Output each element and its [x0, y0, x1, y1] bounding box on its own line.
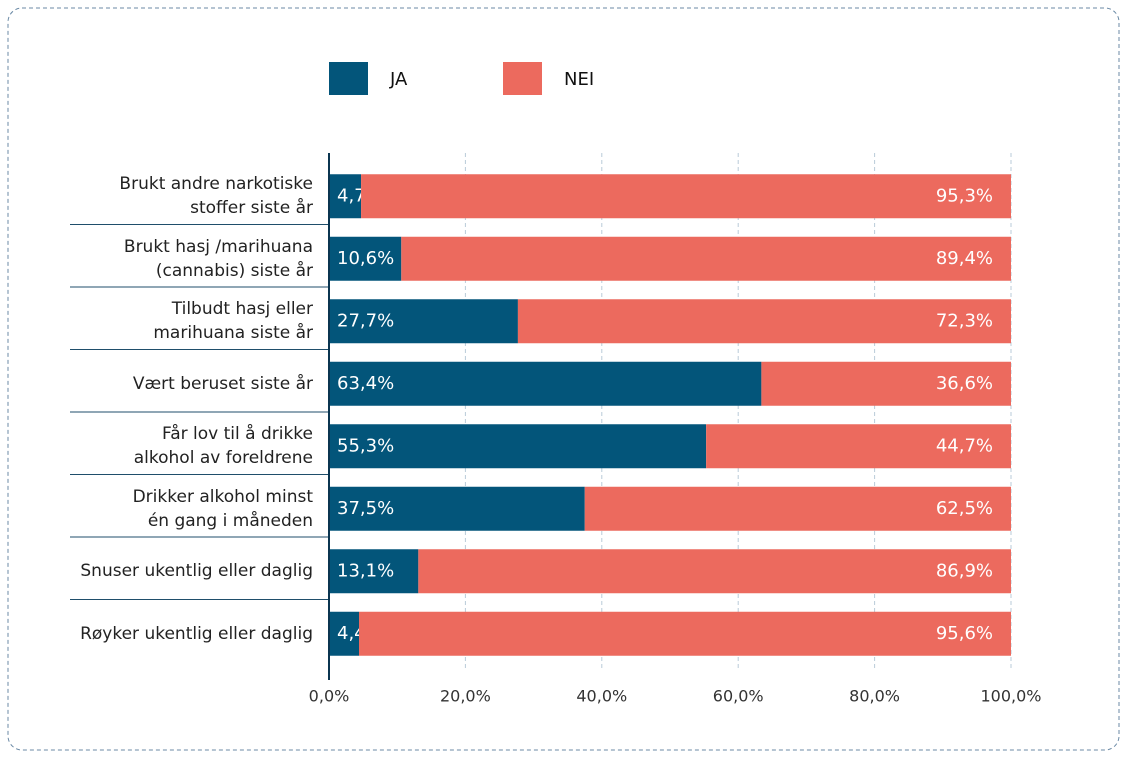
- x-tick-label: 0,0%: [309, 687, 350, 706]
- category-label: Får lov til å drikke alkohol av foreldre…: [133, 424, 313, 469]
- value-label: 36,6%: [936, 373, 993, 394]
- value-label: 55,3%: [337, 435, 394, 456]
- frame: [7, 7, 1120, 751]
- bar-segment: [329, 174, 362, 219]
- category-label: Brukt hasj /marihuana (cannabis) siste å…: [123, 236, 313, 281]
- value-label: 10,6%: [337, 248, 394, 269]
- bar-segment: [329, 486, 585, 531]
- legend-label: JA: [389, 69, 408, 90]
- bar-segment: [361, 174, 1012, 219]
- value-label: 62,5%: [936, 498, 993, 519]
- value-label: 89,4%: [936, 248, 993, 269]
- bar-segment: [761, 361, 1011, 406]
- category-label: Brukt andre narkotiske stoffer siste år: [119, 174, 313, 219]
- category-label: Drikker alkohol minst én gang i måneden: [132, 486, 313, 531]
- x-tick-label: 80,0%: [849, 687, 900, 706]
- bar-segment: [359, 611, 1011, 656]
- category-label: Snuser ukentlig eller daglig: [80, 561, 313, 582]
- bar-segment: [584, 486, 1011, 531]
- value-label: 13,1%: [337, 560, 394, 581]
- value-label: 37,5%: [337, 498, 394, 519]
- legend-swatch: [503, 62, 542, 95]
- value-label: 86,9%: [936, 560, 993, 581]
- category-label: Tilbudt hasj eller marihuana siste år: [153, 299, 313, 344]
- value-label: 27,7%: [337, 310, 394, 331]
- bar-segment: [418, 549, 1011, 594]
- value-label: 44,7%: [936, 435, 993, 456]
- bar-segment: [329, 549, 419, 594]
- bar-segment: [329, 299, 518, 344]
- bar-segment: [517, 299, 1011, 344]
- x-tick-label: 60,0%: [713, 687, 764, 706]
- bar-segment: [329, 424, 707, 469]
- category-label: Røyker ukentlig eller daglig: [80, 623, 313, 644]
- bar-segment: [329, 611, 360, 656]
- bar-segment: [706, 424, 1011, 469]
- value-label: 95,6%: [936, 623, 993, 644]
- bar-segment: [329, 361, 762, 406]
- x-tick-label: 20,0%: [440, 687, 491, 706]
- x-tick-label: 100,0%: [980, 687, 1041, 706]
- bar-segment: [329, 236, 402, 281]
- legend-swatch: [329, 62, 368, 95]
- bar-segment: [401, 236, 1011, 281]
- value-label: 72,3%: [936, 310, 993, 331]
- category-label: Vært beruset siste år: [132, 373, 313, 394]
- value-label: 95,3%: [936, 185, 993, 206]
- legend-label: NEI: [564, 69, 594, 90]
- x-tick-label: 40,0%: [576, 687, 627, 706]
- value-label: 63,4%: [337, 373, 394, 394]
